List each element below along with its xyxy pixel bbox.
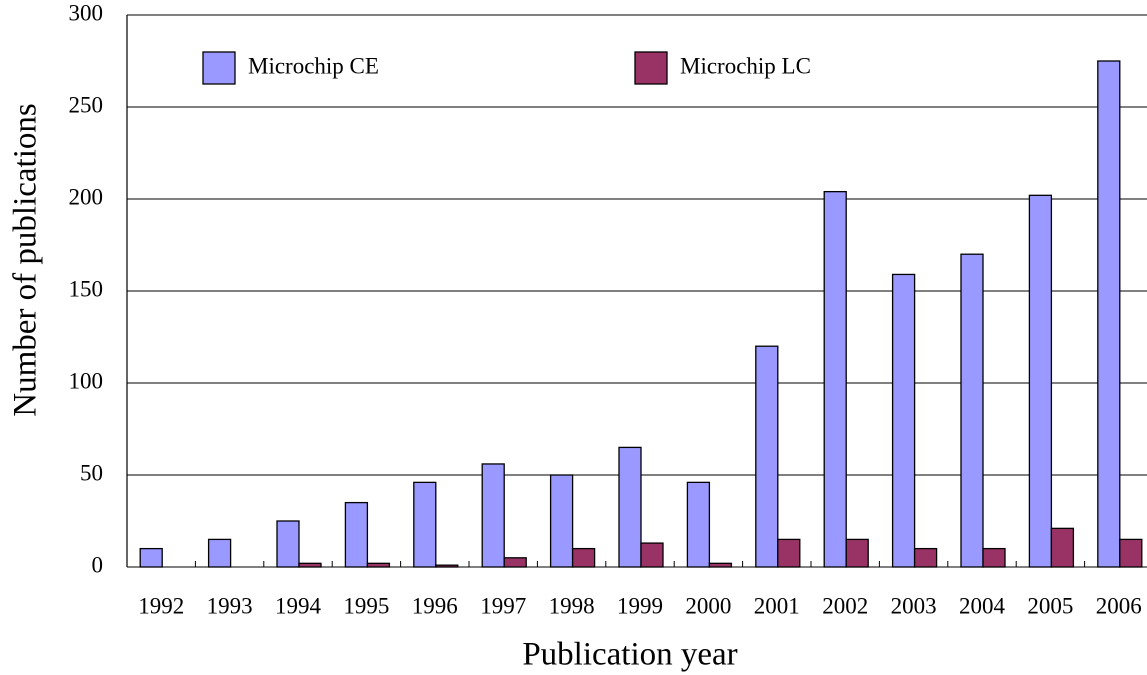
bar [503,557,527,568]
y-tick-label: 300 [69,0,104,25]
x-tick-label: 1997 [480,593,526,618]
x-tick-label: 2003 [891,593,937,618]
y-axis-title: Number of publications [8,103,44,416]
x-tick-label: 1996 [412,593,458,618]
bar [640,542,664,568]
bar [891,273,916,568]
x-tick-label: 2001 [754,593,800,618]
bar [481,463,505,568]
legend-swatch [202,51,236,85]
bar [823,190,847,568]
bar [1050,527,1075,568]
bar [435,564,459,568]
legend-label: Microchip LC [680,53,811,78]
bar [571,547,596,568]
bar [549,474,574,568]
bar [982,547,1006,568]
bar [845,538,869,568]
bar [1119,538,1143,568]
x-tick-label: 2005 [1027,593,1073,618]
bar [207,538,232,568]
y-tick-label: 0 [92,552,104,577]
x-tick-label: 2004 [959,593,1006,618]
bar [618,446,642,568]
x-tick-label: 1999 [617,593,663,618]
bar [913,547,938,568]
bar [298,562,322,568]
x-tick-label: 1998 [549,593,595,618]
bar [1028,194,1053,568]
legend-label: Microchip CE [248,53,379,78]
bar [708,562,733,568]
x-tick-label: 1994 [275,593,322,618]
x-tick-label: 2000 [685,593,731,618]
x-tick-label: 1992 [138,593,184,618]
x-tick-label: 1993 [207,593,253,618]
bar [777,538,801,568]
legend-swatch [634,51,668,85]
y-tick-label: 100 [69,368,104,393]
y-tick-label: 150 [69,276,104,301]
bar [344,501,369,568]
y-tick-label: 50 [80,460,103,485]
y-tick-label: 250 [69,92,104,117]
bar [755,345,779,568]
bar [1097,60,1121,568]
bar [686,481,711,568]
x-tick-label: 1995 [343,593,389,618]
x-axis-title: Publication year [522,637,737,673]
bar [366,562,391,568]
bar [960,253,984,568]
x-tick-label: 2006 [1096,593,1142,618]
bar [139,547,163,568]
x-tick-label: 2002 [822,593,868,618]
y-tick-label: 200 [69,184,104,209]
bar [413,481,437,568]
bar [276,520,300,568]
